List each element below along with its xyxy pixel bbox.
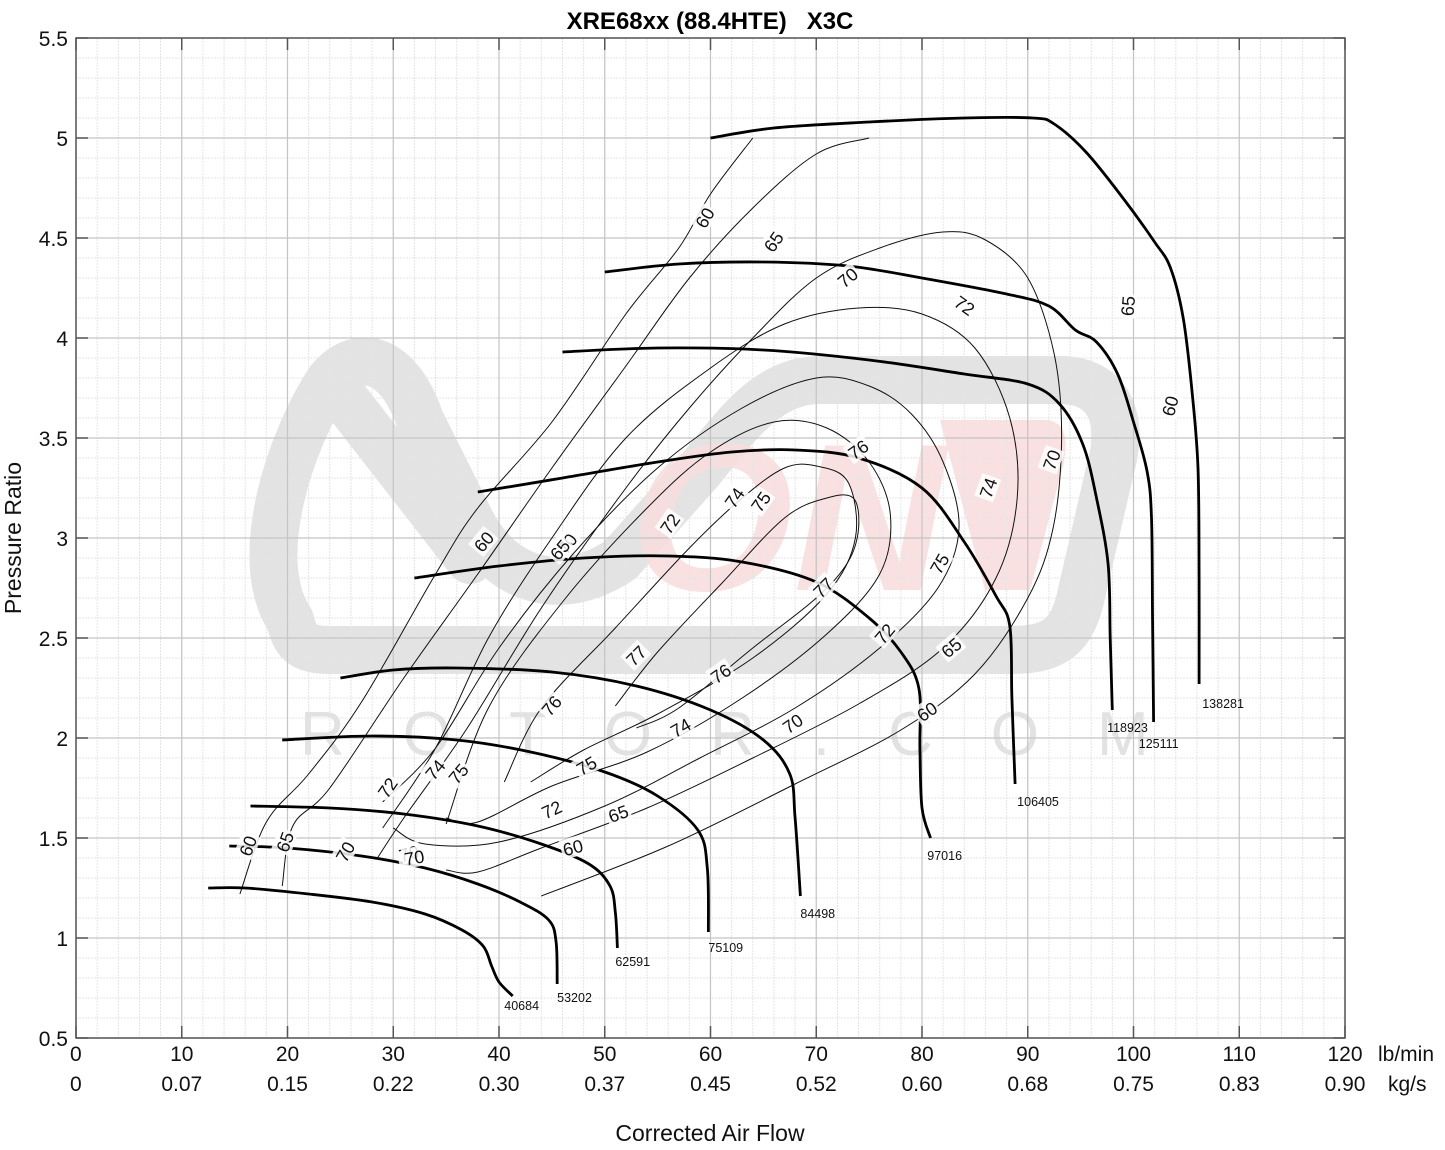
y-tick-label: 4 — [56, 328, 68, 351]
speed-line-138281 — [710, 115, 1201, 685]
x-axis-label: Corrected Air Flow — [615, 1120, 805, 1146]
y-axis-ticks: 0.5 1 1.5 2 2.5 3 3.5 4 4.5 5 5.5 — [39, 28, 1345, 1051]
speed-line-label: 118923 — [1107, 721, 1148, 735]
x-tick-label-secondary: 0.07 — [161, 1073, 202, 1096]
y-tick-label: 4.5 — [39, 228, 68, 251]
x-tick-label-secondary: 0 — [70, 1073, 82, 1096]
speed-line-label: 97016 — [927, 849, 962, 863]
x-tick-label-secondary: 0.30 — [479, 1073, 520, 1096]
speed-line-label: 53202 — [557, 991, 592, 1005]
efficiency-contour-60 — [239, 137, 754, 895]
x-tick-label: 90 — [1016, 1043, 1039, 1066]
efficiency-contour-77 — [614, 494, 860, 729]
x-tick-label-secondary: 0.52 — [796, 1073, 837, 1096]
y-tick-label: 1.5 — [39, 828, 68, 851]
y-tick-label: 1 — [56, 928, 68, 951]
efficiency-contour-65 — [281, 137, 870, 887]
y-axis-label: Pressure Ratio — [0, 462, 26, 614]
speed-line-40684 — [208, 886, 514, 997]
x-tick-label: 80 — [910, 1043, 933, 1066]
y-tick-label: 3 — [56, 528, 68, 551]
speed-line-53202 — [229, 844, 559, 985]
efficiency-label: 65 — [1117, 295, 1139, 317]
x-tick-label-secondary: 0.15 — [267, 1073, 308, 1096]
efficiency-contour-74 — [382, 376, 960, 847]
x-tick-label-secondary: 0.60 — [902, 1073, 943, 1096]
x-axis-ticks: 0 0 10 0.07 20 0.15 30 0.22 40 0.30 50 0.37 60 0.45 70… — [70, 38, 1365, 1096]
speed-labels: 40684 53202 62591 75109 84498 97016 106405 1189… — [504, 697, 1244, 1013]
y-tick-label: 3.5 — [39, 428, 68, 451]
x-tick-label: 20 — [276, 1043, 299, 1066]
speed-line-label: 106405 — [1017, 795, 1059, 809]
y-tick-label: 2.5 — [39, 628, 68, 651]
efficiency-contour-72 — [382, 306, 1019, 874]
efficiency-contour-76 — [503, 463, 858, 783]
chart-title: XRE68xx (88.4HTE) X3C — [567, 8, 854, 35]
y-tick-label: 5.5 — [39, 28, 68, 51]
speed-line-label: 62591 — [615, 955, 650, 969]
efficiency-label: 70 — [332, 838, 359, 865]
x-tick-label: 10 — [170, 1043, 193, 1066]
x-tick-label: 100 — [1116, 1043, 1151, 1066]
efficiency-islands — [239, 137, 1063, 897]
efficiency-contour-75 — [445, 419, 892, 825]
x-tick-label: 70 — [805, 1043, 828, 1066]
speed-lines — [208, 115, 1201, 997]
x-tick-label: 60 — [699, 1043, 722, 1066]
speed-line-label: 40684 — [504, 999, 539, 1013]
speed-line-118923 — [562, 346, 1114, 711]
x-tick-label-secondary: 0.83 — [1219, 1073, 1260, 1096]
watermark-logo: ON ROTOR.COM — [249, 337, 1149, 769]
speed-line-label: 125111 — [1139, 737, 1179, 751]
x-tick-label: 120 — [1327, 1043, 1362, 1066]
efficiency-label: 65 — [760, 228, 788, 256]
efficiency-contour-70 — [376, 231, 1063, 897]
x-tick-label-secondary: 0.22 — [373, 1073, 414, 1096]
efficiency-label: 60 — [692, 204, 719, 231]
x-tick-label: 40 — [487, 1043, 510, 1066]
speed-line-125111 — [604, 260, 1155, 723]
efficiency-label: 72 — [950, 292, 978, 320]
efficiency-label: 70 — [403, 846, 426, 869]
speed-line-label: 138281 — [1202, 697, 1244, 711]
x-unit-secondary: kg/s — [1388, 1073, 1427, 1096]
x-tick-label: 50 — [593, 1043, 616, 1066]
x-unit-primary: lb/min — [1378, 1043, 1434, 1066]
speed-line-label: 84498 — [800, 907, 835, 921]
y-tick-label: 2 — [56, 728, 68, 751]
x-tick-label: 30 — [382, 1043, 405, 1066]
speed-line-84498 — [340, 666, 802, 897]
efficiency-label: 72 — [539, 797, 566, 824]
speed-line-62591 — [250, 804, 619, 949]
x-tick-label-secondary: 0.68 — [1007, 1073, 1048, 1096]
x-tick-label-secondary: 0.37 — [584, 1073, 625, 1096]
x-tick-label-secondary: 0.90 — [1325, 1073, 1366, 1096]
y-tick-label: 5 — [56, 128, 68, 151]
y-tick-label: 0.5 — [39, 1028, 68, 1051]
x-tick-label: 0 — [70, 1043, 82, 1066]
x-tick-label-secondary: 0.45 — [690, 1073, 731, 1096]
x-tick-label: 110 — [1223, 1043, 1256, 1066]
speed-line-106405 — [477, 448, 1017, 785]
speed-line-label: 75109 — [708, 941, 743, 955]
x-tick-label-secondary: 0.75 — [1113, 1073, 1154, 1096]
